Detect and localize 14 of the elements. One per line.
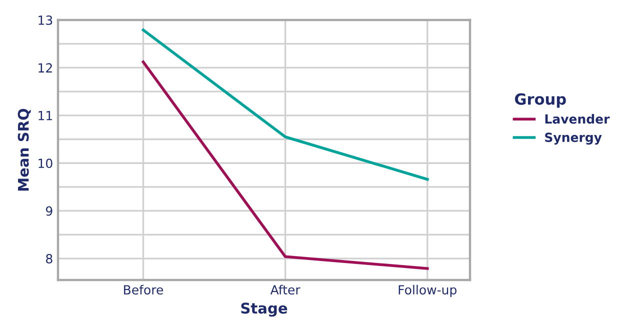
x-tick-label: After — [270, 284, 300, 295]
y-axis-title: Mean SRQ — [18, 108, 31, 191]
y-tick-label: 9 — [46, 206, 52, 216]
legend-label: Synergy — [545, 132, 602, 145]
y-tick-label: 8 — [46, 254, 52, 264]
x-tick-label: Before — [124, 284, 164, 295]
y-tick-label: 11 — [38, 111, 52, 120]
x-axis-title: Stage — [241, 302, 288, 317]
legend-label: Lavender — [545, 114, 610, 124]
y-tick-label: 12 — [38, 63, 52, 72]
x-tick-label: Follow-up — [398, 284, 456, 297]
y-tick-label: 10 — [38, 158, 52, 168]
legend-title: Group — [514, 93, 566, 108]
y-tick-label: 13 — [38, 15, 52, 25]
